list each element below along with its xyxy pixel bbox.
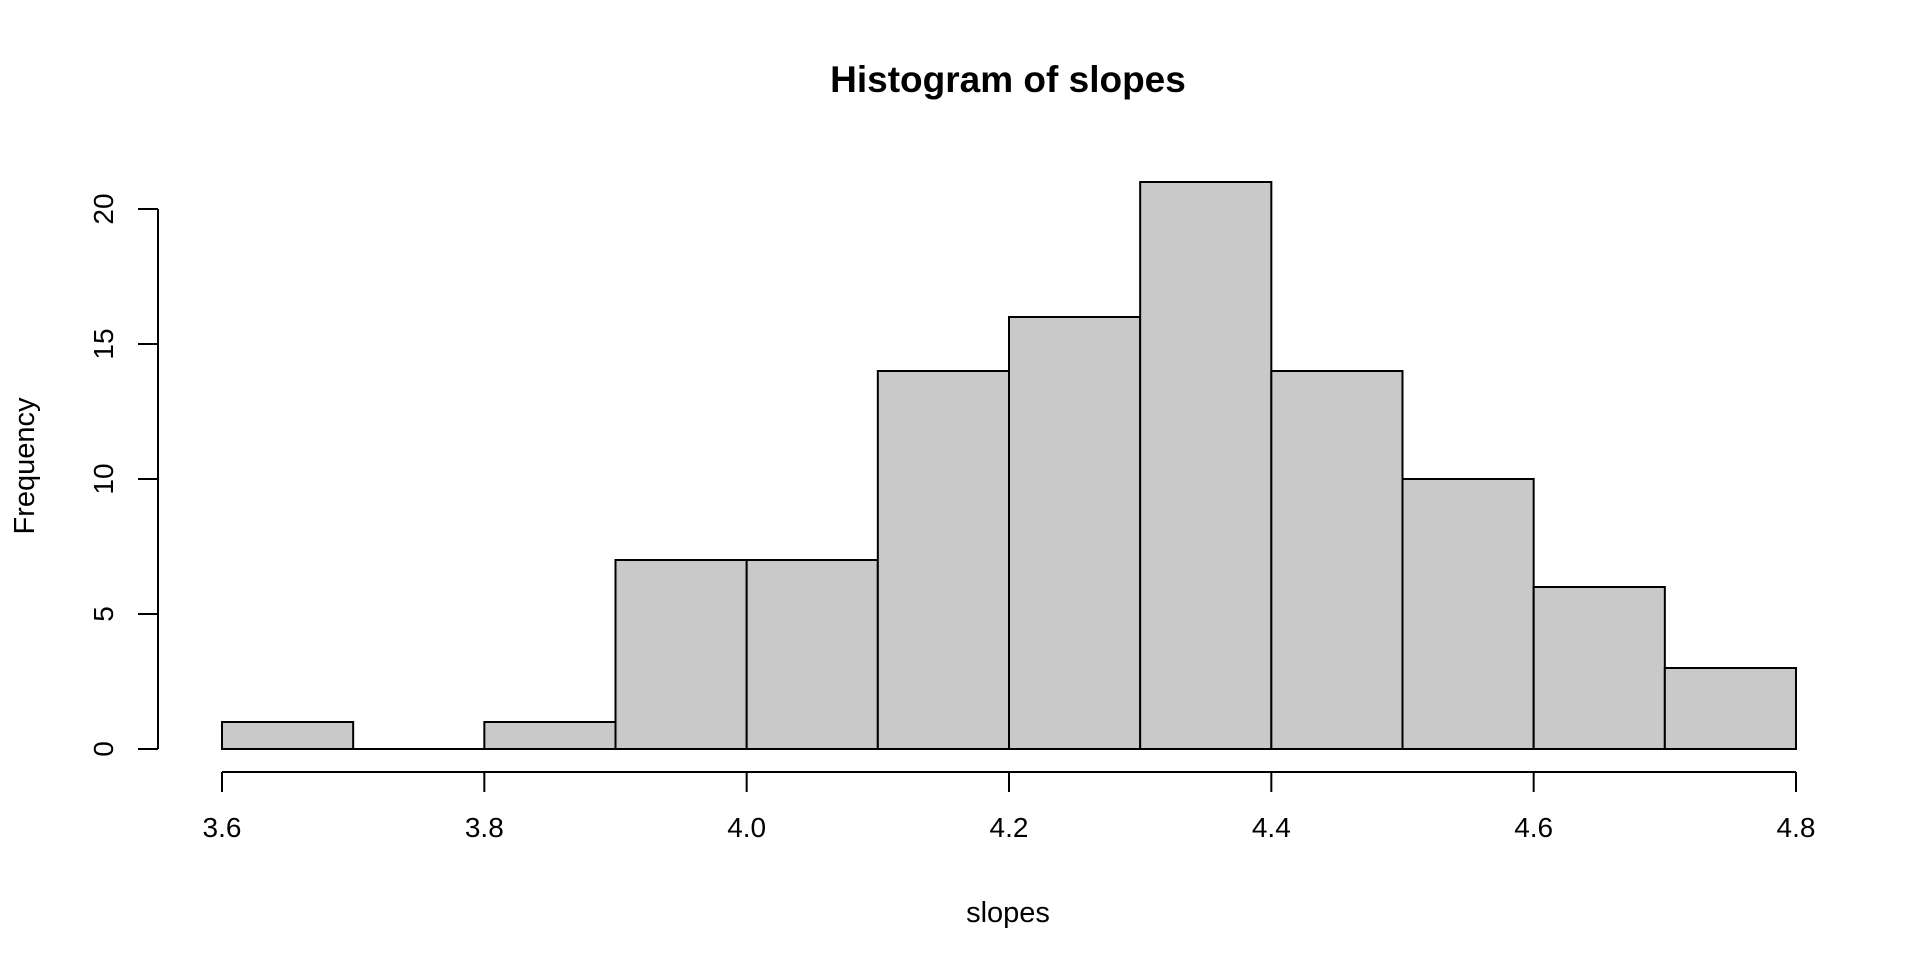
histogram-bar	[1663, 667, 1798, 750]
histogram-bar	[1139, 181, 1273, 750]
x-tick-label: 4.0	[727, 812, 766, 843]
x-tick-label: 3.8	[465, 812, 504, 843]
x-tick-label: 4.6	[1514, 812, 1553, 843]
histogram-bar	[876, 370, 1010, 750]
histogram-bar	[1270, 370, 1404, 750]
x-axis: 3.6 3.8 4.0 4.2 4.4 4.6 4.8	[203, 771, 1816, 843]
x-tick-label: 4.8	[1777, 812, 1816, 843]
histogram-bar	[1008, 316, 1142, 750]
histogram-bar	[221, 721, 355, 750]
histogram-bar	[745, 559, 879, 750]
y-tick-label: 10	[88, 463, 119, 494]
chart-title: Histogram of slopes	[830, 59, 1186, 100]
y-tick-label: 5	[88, 606, 119, 622]
x-axis-label: slopes	[966, 897, 1050, 929]
y-axis: 0 5 10 15 20	[88, 193, 159, 757]
y-axis-label: Frequency	[9, 397, 41, 535]
y-tick-label: 0	[88, 741, 119, 757]
histogram-bar	[1532, 586, 1666, 750]
bars-group	[221, 181, 1798, 750]
x-tick-label: 4.4	[1252, 812, 1291, 843]
histogram-bar	[1401, 478, 1535, 750]
x-tick-label: 4.2	[990, 812, 1029, 843]
histogram-bar	[614, 559, 748, 750]
x-tick-label: 3.6	[203, 812, 242, 843]
y-tick-label: 15	[88, 328, 119, 359]
y-tick-label: 20	[88, 193, 119, 224]
histogram-bar	[483, 721, 617, 750]
